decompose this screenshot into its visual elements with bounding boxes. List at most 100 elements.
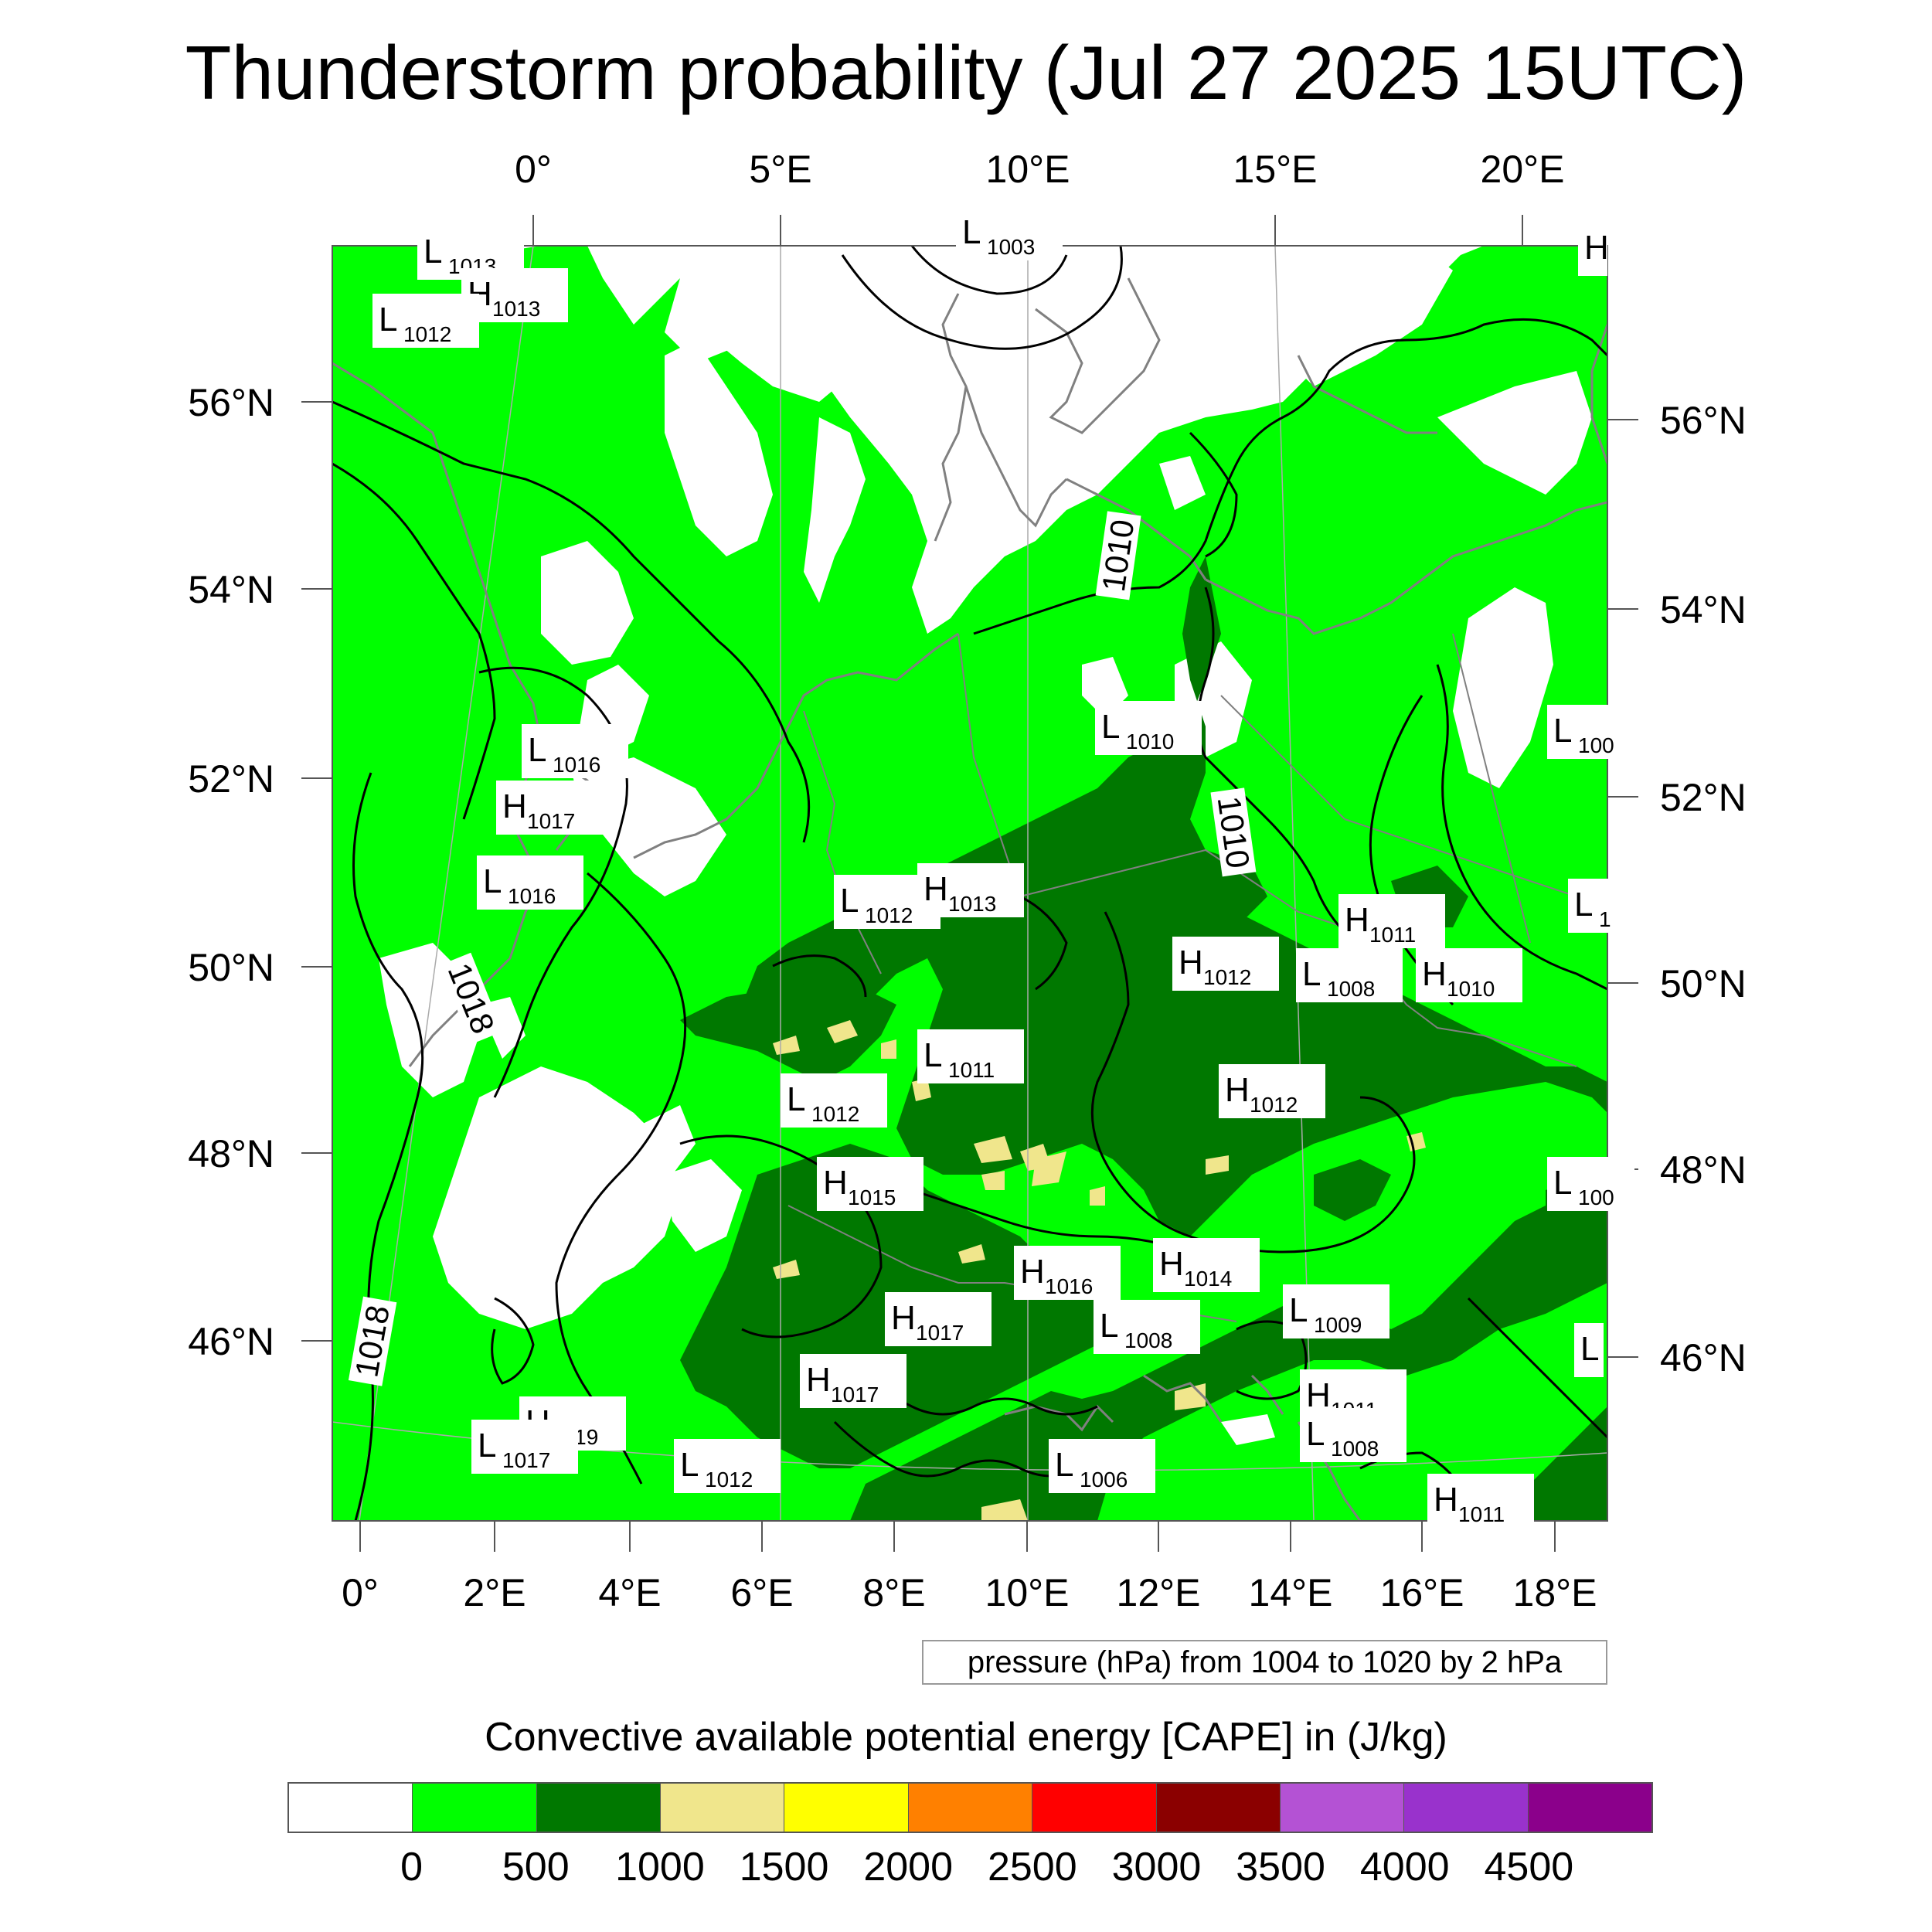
pressure-center-value: 1010 (1126, 730, 1174, 753)
pressure-center-letter: L (680, 1446, 699, 1484)
low-pressure-label: L 1010 (1095, 701, 1202, 755)
top-lon-label: 5°E (749, 148, 811, 191)
pressure-center-letter: H (823, 1164, 848, 1202)
pressure-center-letter: L (379, 301, 397, 338)
pressure-center-letter: L (483, 862, 502, 900)
pressure-center-value: 1013 (948, 892, 996, 916)
low-pressure-label: L 1016 (477, 855, 583, 910)
pressure-center-value: 1013 (492, 297, 540, 321)
left-lat-label: 56°N (188, 381, 274, 424)
top-lon-label: 15°E (1233, 148, 1318, 191)
pressure-center-letter: H (502, 787, 527, 825)
pressure-center-letter: L (1553, 1164, 1572, 1202)
pressure-center-letter: H (1225, 1071, 1250, 1109)
colorbar-swatch (908, 1784, 1033, 1832)
pressure-center-value: 1015 (848, 1185, 896, 1209)
colorbar-tick-label: 1500 (739, 1845, 829, 1889)
pressure-center-value: 1003 (987, 235, 1035, 259)
pressure-center-value: 1016 (1045, 1274, 1093, 1298)
pressure-center-letter: L (1101, 708, 1120, 746)
left-lat-label: 54°N (188, 568, 274, 611)
right-lat-labels: 56°N 54°N 52°N 50°N 48°N 46°N (1660, 399, 1747, 1379)
low-pressure-label: L 1008 (1300, 1408, 1406, 1462)
colorbar-tick-label: 1000 (615, 1845, 705, 1889)
pressure-center-value: 1009 (1314, 1313, 1362, 1337)
colorbar-swatch (289, 1784, 413, 1832)
colorbar-tick-label: 4000 (1359, 1845, 1450, 1889)
colorbar-swatch (784, 1784, 909, 1832)
high-pressure-label: H (1578, 222, 1609, 276)
top-lon-labels: 0° 5°E 10°E 15°E 20°E (515, 148, 1564, 191)
pressure-center-value: 1012 (1203, 965, 1251, 989)
pressure-center-value: 1014 (1184, 1267, 1232, 1291)
bottom-lon-label: 14°E (1249, 1571, 1333, 1614)
bottom-lon-label: 16°E (1380, 1571, 1464, 1614)
map-title: Thunderstorm probability (Jul 27 2025 15… (185, 30, 1747, 115)
colorbar (287, 1782, 1653, 1833)
low-pressure-label: L 1012 (372, 294, 479, 348)
high-pressure-label: H 1012 (1172, 937, 1279, 991)
right-lat-label: 46°N (1660, 1336, 1747, 1379)
colorbar-swatch (1280, 1784, 1405, 1832)
pressure-center-value: 1017 (831, 1383, 879, 1406)
colorbar-swatch (536, 1784, 662, 1832)
top-lon-label: 0° (515, 148, 552, 191)
high-pressure-label: H 1017 (496, 781, 603, 835)
right-lat-label: 54°N (1660, 588, 1747, 631)
low-pressure-label: L 1017 (471, 1420, 578, 1474)
pressure-center-value: 1012 (705, 1468, 753, 1492)
pressure-center-letter: H (891, 1299, 916, 1337)
pressure-center-value: 1012 (1250, 1093, 1298, 1117)
low-pressure-label: L (1574, 1323, 1604, 1377)
pressure-center-letter: L (1306, 1415, 1325, 1453)
colorbar-swatch (1156, 1784, 1281, 1832)
cape-field-darkgreen (742, 556, 1607, 1521)
bottom-lon-labels: 0° 2°E 4°E 6°E 8°E 10°E 12°E 14°E 16°E 1… (342, 1571, 1597, 1614)
pressure-note: pressure (hPa) from 1004 to 1020 by 2 hP… (922, 1640, 1607, 1685)
high-pressure-label: H 1012 (1219, 1064, 1325, 1118)
pressure-center-letter: L (962, 213, 981, 251)
colorbar-tick-label: 2000 (863, 1845, 954, 1889)
pressure-center-value: 1012 (865, 903, 913, 927)
colorbar-tick-label: 3000 (1111, 1845, 1202, 1889)
colorbar-swatch (1404, 1784, 1529, 1832)
left-lat-label: 46°N (188, 1320, 274, 1363)
high-pressure-label: H 1013 (917, 863, 1024, 917)
low-pressure-label: L 1011 (917, 1029, 1024, 1083)
colorbar-swatch (1528, 1784, 1651, 1832)
pressure-center-letter: H (1584, 229, 1609, 267)
axis-ticks (301, 215, 1638, 1552)
pressure-center-value: 1016 (508, 884, 556, 908)
low-pressure-label: L 1009 (1283, 1284, 1389, 1338)
pressure-center-letter: L (478, 1427, 496, 1464)
pressure-center-value: 1012 (403, 322, 451, 346)
pressure-center-value: 1012 (811, 1102, 859, 1126)
left-lat-labels: 56°N 54°N 52°N 50°N 48°N 46°N (188, 381, 274, 1363)
colorbar-tick-label: 4500 (1484, 1845, 1574, 1889)
pressure-center-letter: H (1345, 901, 1369, 939)
colorbar-swatch (661, 1784, 785, 1832)
pressure-center-value: 1010 (1447, 977, 1495, 1001)
pressure-center-value: 1008 (1331, 1437, 1379, 1461)
pressure-center-letter: L (923, 1036, 942, 1074)
pressure-center-letter: L (1289, 1291, 1308, 1329)
pressure-center-letter: H (1422, 955, 1447, 993)
pressure-center-letter: H (806, 1361, 831, 1399)
right-lat-label: 48°N (1660, 1148, 1747, 1192)
top-lon-label: 10°E (986, 148, 1070, 191)
pressure-center-letter: H (1020, 1253, 1045, 1291)
high-pressure-label: H 1017 (885, 1292, 992, 1346)
pressure-center-letter: H (1434, 1481, 1458, 1519)
colorbar-tick-label: 3500 (1236, 1845, 1325, 1889)
pressure-center-value: 100 (1578, 733, 1614, 757)
low-pressure-label: L 1016 (522, 724, 628, 778)
bottom-lon-label: 2°E (463, 1571, 526, 1614)
low-pressure-label: L 1006 (1049, 1439, 1155, 1493)
colorbar-swatch (1032, 1784, 1157, 1832)
top-lon-label: 20°E (1481, 148, 1565, 191)
